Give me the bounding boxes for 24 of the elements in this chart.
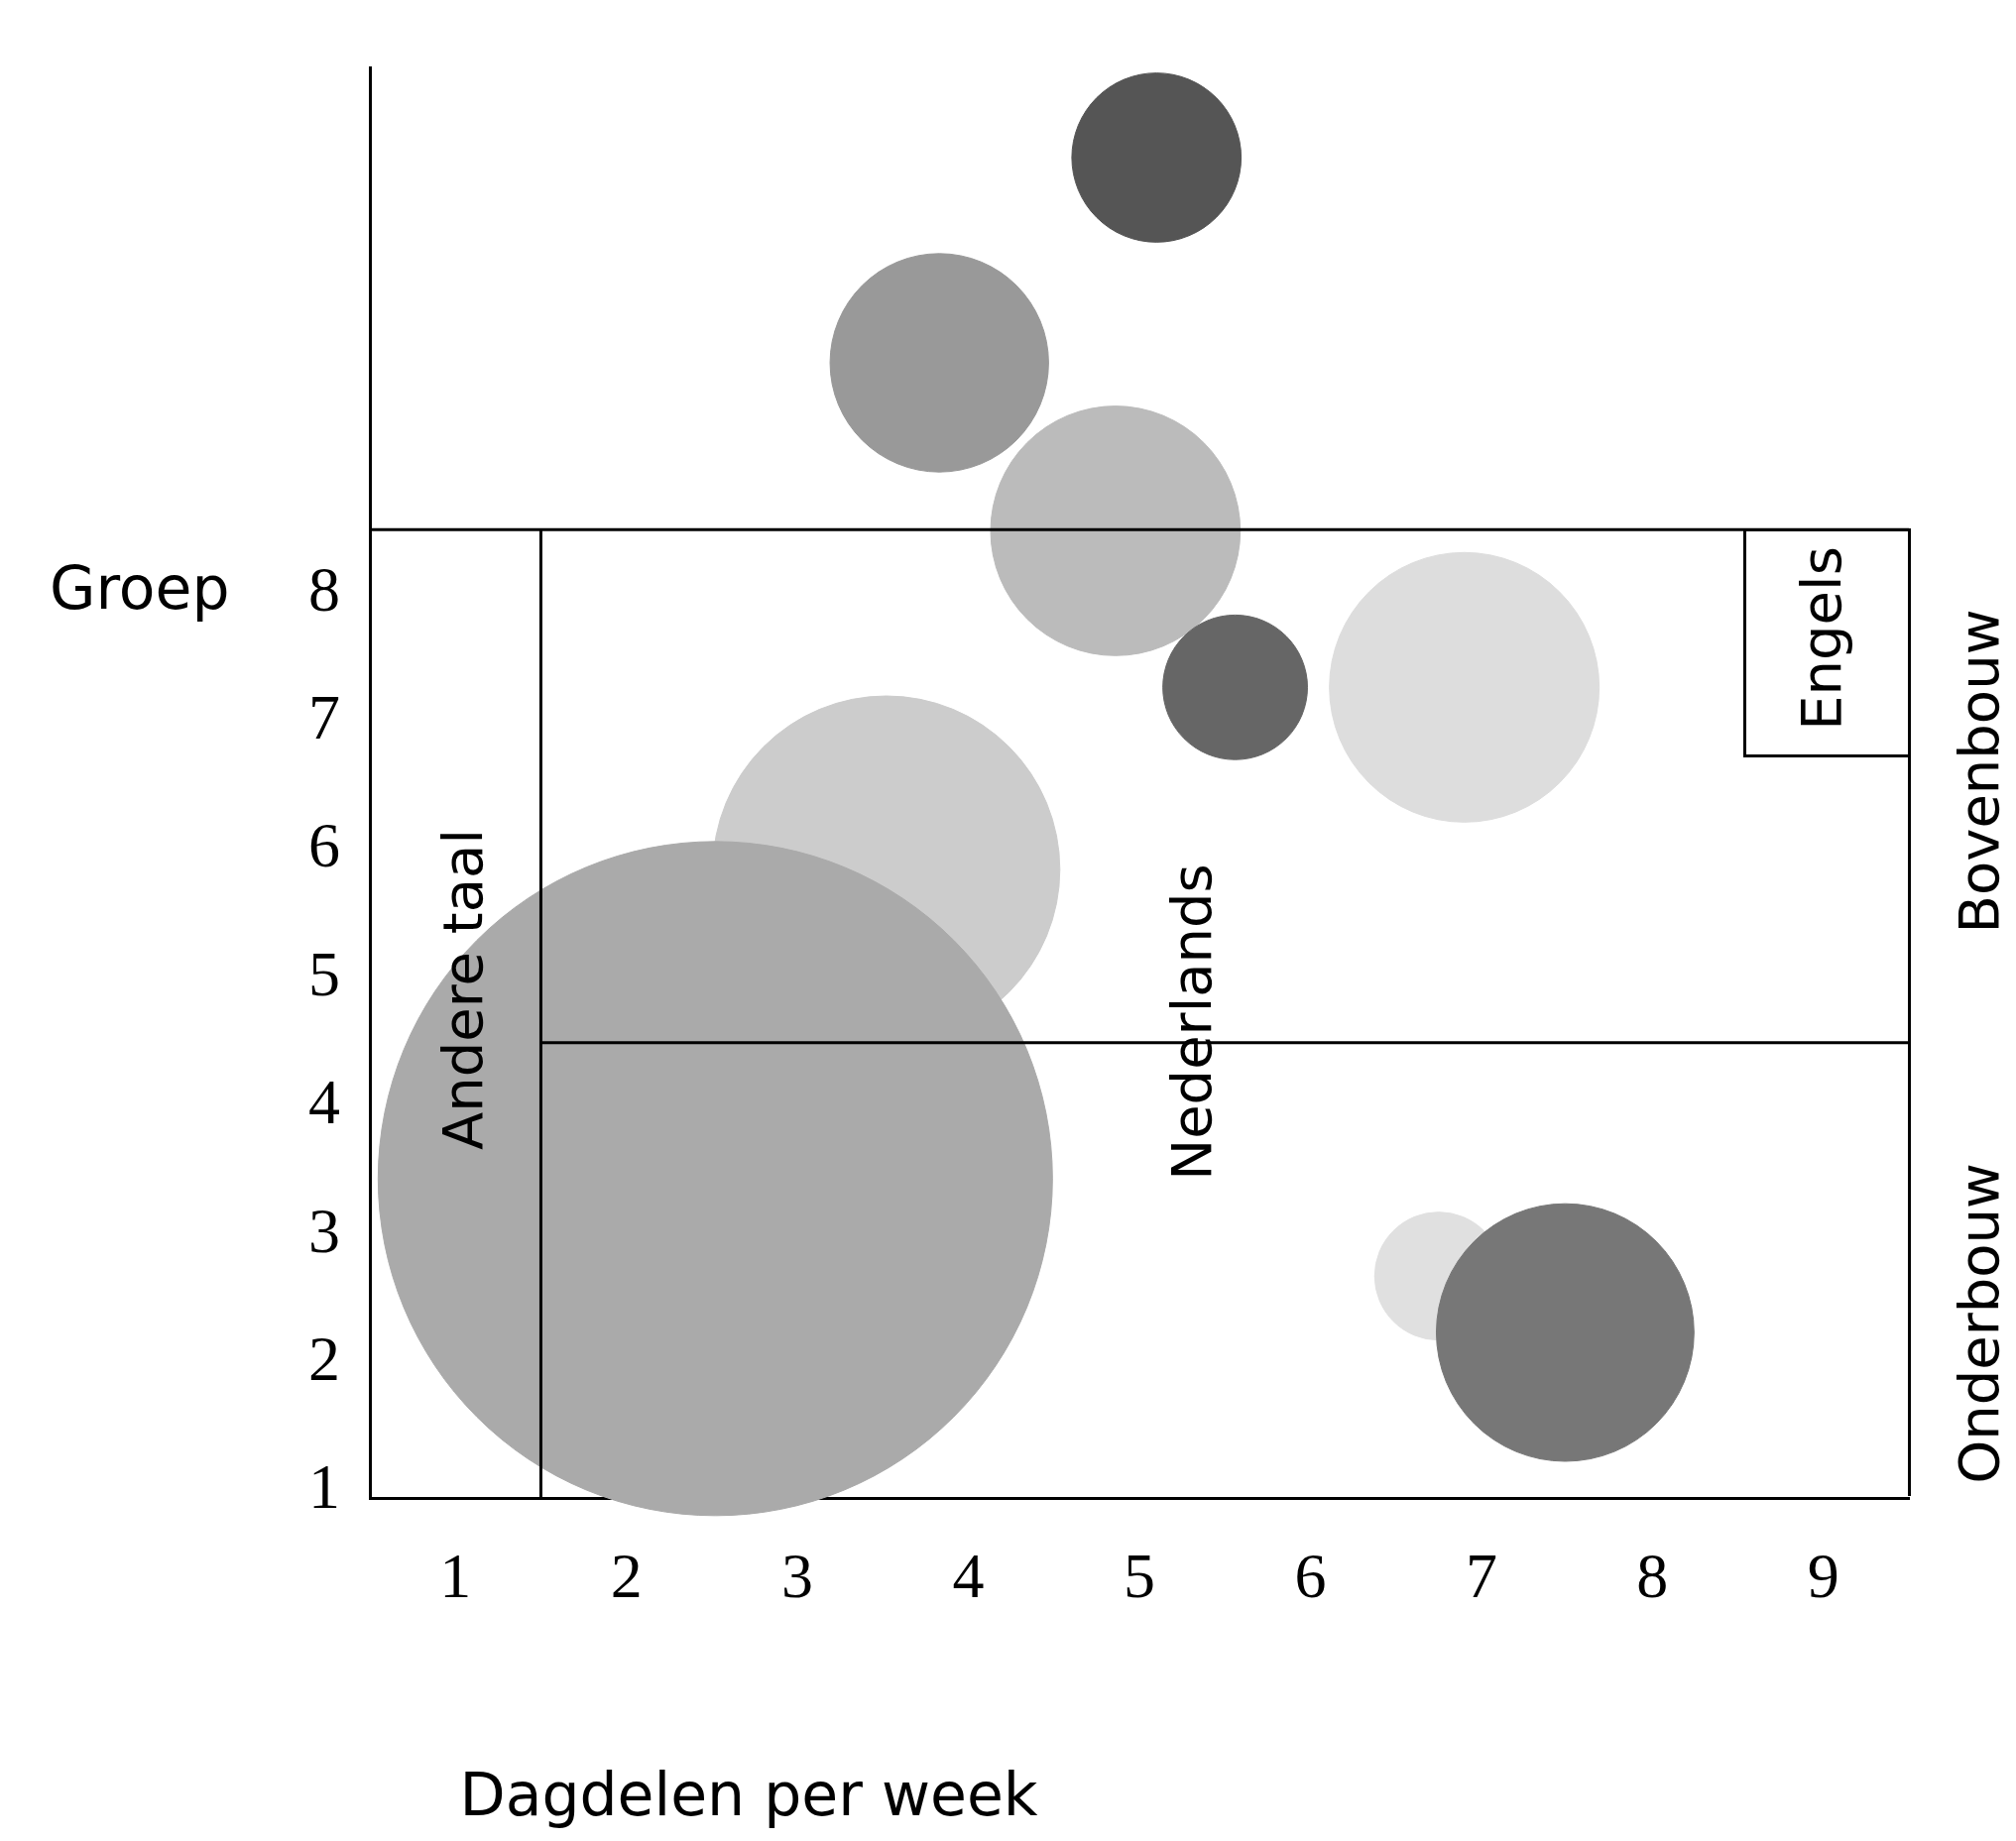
x-tick-label: 7 <box>1465 1541 1497 1612</box>
x-tick-label: 2 <box>610 1541 643 1612</box>
annotation: Nederlands <box>1158 863 1224 1181</box>
y-tick-label: 6 <box>308 810 340 881</box>
y-tick-label: 2 <box>308 1323 340 1394</box>
y-tick-label: 8 <box>308 553 340 625</box>
text: Onderbouw <box>1946 1163 2011 1484</box>
x-tick-label: 6 <box>1294 1541 1327 1612</box>
y-tick-label: 5 <box>308 938 340 1009</box>
x-tick-label: 8 <box>1636 1541 1669 1612</box>
y-axis-title: Groep <box>50 553 230 624</box>
x-tick-label: 9 <box>1807 1541 1839 1612</box>
x-axis-title: Dagdelen per week <box>459 1759 1038 1829</box>
y-tick-label: 4 <box>308 1067 340 1138</box>
y-tick-label: 1 <box>308 1451 340 1523</box>
y-tick-label: 7 <box>308 682 340 753</box>
annotation: Engels <box>1788 546 1853 731</box>
x-tick-label: 4 <box>952 1541 985 1612</box>
text: Bovenbouw <box>1946 609 2011 934</box>
y-tick-label: 3 <box>308 1195 340 1266</box>
x-tick-label: 5 <box>1124 1541 1155 1612</box>
annotation: Andere taal <box>429 829 495 1150</box>
x-tick-label: 3 <box>781 1541 814 1612</box>
x-tick-label: 1 <box>439 1541 472 1612</box>
